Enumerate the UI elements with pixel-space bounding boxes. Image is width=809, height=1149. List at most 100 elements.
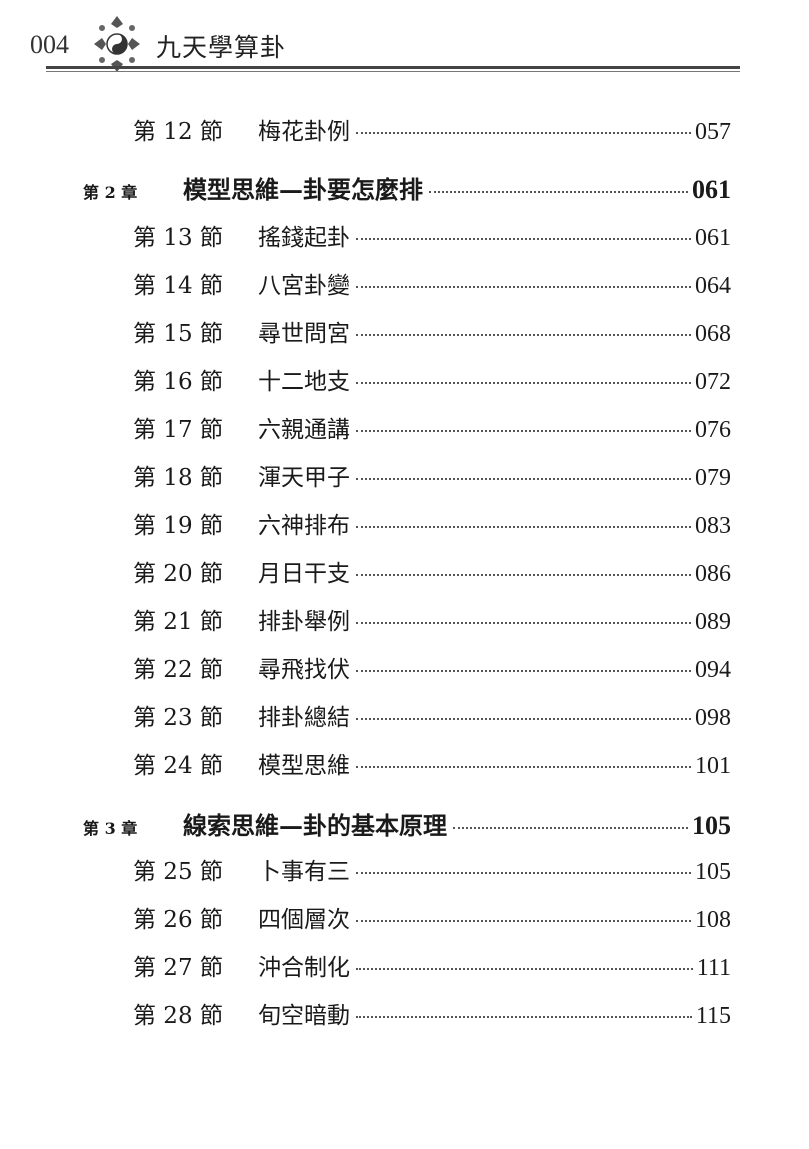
- entry-label: 第 21 節: [133, 609, 223, 635]
- entry-page: 083: [695, 513, 731, 539]
- entry-label: 第 26 節: [133, 907, 223, 933]
- dot-leader: [356, 1016, 692, 1018]
- toc-section-entry: 第 18 節 渾天甲子 079: [133, 458, 731, 492]
- entry-page: 079: [695, 465, 731, 491]
- toc-section-entry: 第 14 節 八宮卦變 064: [133, 266, 731, 300]
- dot-leader: [356, 872, 691, 874]
- toc-section-entry: 第 19 節 六神排布 083: [133, 506, 731, 540]
- yin-yang-emblem-icon: [94, 16, 140, 72]
- entry-page: 076: [695, 417, 731, 443]
- toc-chapter-entry: 第 2 章 模型思維—卦要怎麼排 061: [83, 170, 731, 205]
- entry-page: 115: [695, 1003, 731, 1029]
- entry-title: 八宮卦變: [258, 273, 350, 299]
- entry-page: 089: [695, 609, 731, 635]
- entry-label: 第 28 節: [133, 1003, 223, 1029]
- entry-title: 六親通講: [258, 417, 350, 443]
- entry-title: 沖合制化: [258, 955, 350, 981]
- dot-leader: [356, 920, 691, 922]
- dot-leader: [356, 670, 691, 672]
- entry-label: 第 17 節: [133, 417, 223, 443]
- entry-title: 尋世問宮: [258, 321, 350, 347]
- entry-page: 105: [695, 859, 731, 885]
- entry-label: 第 15 節: [133, 321, 223, 347]
- entry-label: 第 19 節: [133, 513, 223, 539]
- dot-leader: [356, 718, 691, 720]
- entry-title: 排卦舉例: [258, 609, 350, 635]
- toc-section-entry: 第 16 節 十二地支 072: [133, 362, 731, 396]
- dot-leader: [429, 191, 688, 193]
- dot-leader: [356, 968, 693, 970]
- entry-label: 第 13 節: [133, 225, 223, 251]
- entry-title: 模型思維: [258, 753, 350, 779]
- toc-section-entry: 第 26 節 四個層次 108: [133, 900, 731, 934]
- entry-label: 第 14 節: [133, 273, 223, 299]
- toc-section-entry: 第 28 節 旬空暗動 115: [133, 996, 731, 1030]
- entry-label: 第 23 節: [133, 705, 223, 731]
- entry-page: 101: [695, 753, 731, 779]
- entry-title: 卜事有三: [258, 859, 350, 885]
- entry-label: 第 25 節: [133, 859, 223, 885]
- dot-leader: [356, 430, 691, 432]
- entry-page: 105: [692, 811, 731, 840]
- dot-leader: [356, 286, 691, 288]
- entry-title: 四個層次: [258, 907, 350, 933]
- toc-section-entry: 第 24 節 模型思維 101: [133, 746, 731, 780]
- entry-title: 旬空暗動: [258, 1003, 350, 1029]
- toc-section-entry: 第 15 節 尋世問宮 068: [133, 314, 731, 348]
- entry-page: 061: [695, 225, 731, 251]
- entry-title: 模型思維—卦要怎麼排: [183, 175, 423, 204]
- entry-page: 064: [695, 273, 731, 299]
- dot-leader: [356, 478, 691, 480]
- dot-leader: [356, 382, 691, 384]
- toc-section-entry: 第 13 節 搖錢起卦 061: [133, 218, 731, 252]
- dot-leader: [356, 334, 691, 336]
- toc-section-entry: 第 25 節 卜事有三 105: [133, 852, 731, 886]
- toc-section-entry: 第 20 節 月日干支 086: [133, 554, 731, 588]
- entry-page: 111: [696, 955, 731, 981]
- entry-label: 第 20 節: [133, 561, 223, 587]
- entry-label: 第 18 節: [133, 465, 223, 491]
- toc-section-entry: 第 21 節 排卦舉例 089: [133, 602, 731, 636]
- entry-page: 094: [695, 657, 731, 683]
- entry-label: 第 12 節: [133, 119, 223, 145]
- entry-label: 第 16 節: [133, 369, 223, 395]
- entry-title: 線索思維—卦的基本原理: [183, 811, 447, 840]
- entry-label: 第 22 節: [133, 657, 223, 683]
- entry-title: 尋飛找伏: [258, 657, 350, 683]
- entry-title: 六神排布: [258, 513, 350, 539]
- toc-section-entry: 第 12 節 梅花卦例 057: [133, 112, 731, 146]
- entry-page: 057: [695, 119, 731, 145]
- dot-leader: [356, 766, 691, 768]
- entry-title: 梅花卦例: [258, 119, 350, 145]
- entry-page: 068: [695, 321, 731, 347]
- entry-label: 第 24 節: [133, 753, 223, 779]
- entry-page: 061: [692, 175, 731, 204]
- book-title: 九天學算卦: [156, 33, 287, 62]
- dot-leader: [356, 622, 691, 624]
- dot-leader: [356, 526, 691, 528]
- entry-page: 108: [695, 907, 731, 933]
- entry-title: 月日干支: [258, 561, 350, 587]
- entry-label: 第 27 節: [133, 955, 223, 981]
- dot-leader: [356, 238, 691, 240]
- entry-page: 098: [695, 705, 731, 731]
- entry-page: 072: [695, 369, 731, 395]
- entry-page: 086: [695, 561, 731, 587]
- page-header: 004 九天學算卦: [0, 0, 809, 80]
- entry-title: 搖錢起卦: [258, 225, 350, 251]
- toc-section-entry: 第 22 節 尋飛找伏 094: [133, 650, 731, 684]
- toc-section-entry: 第 17 節 六親通講 076: [133, 410, 731, 444]
- entry-label: 第 2 章: [83, 183, 138, 202]
- entry-title: 渾天甲子: [258, 465, 350, 491]
- toc-section-entry: 第 27 節 沖合制化 111: [133, 948, 731, 982]
- header-rule: [46, 66, 740, 69]
- page-number: 004: [30, 30, 69, 59]
- entry-title: 十二地支: [258, 369, 350, 395]
- dot-leader: [453, 827, 688, 829]
- toc-section-entry: 第 23 節 排卦總結 098: [133, 698, 731, 732]
- header-rule-thin: [46, 71, 740, 72]
- entry-label: 第 3 章: [83, 819, 138, 838]
- dot-leader: [356, 132, 691, 134]
- dot-leader: [356, 574, 691, 576]
- toc-chapter-entry: 第 3 章 線索思維—卦的基本原理 105: [83, 806, 731, 841]
